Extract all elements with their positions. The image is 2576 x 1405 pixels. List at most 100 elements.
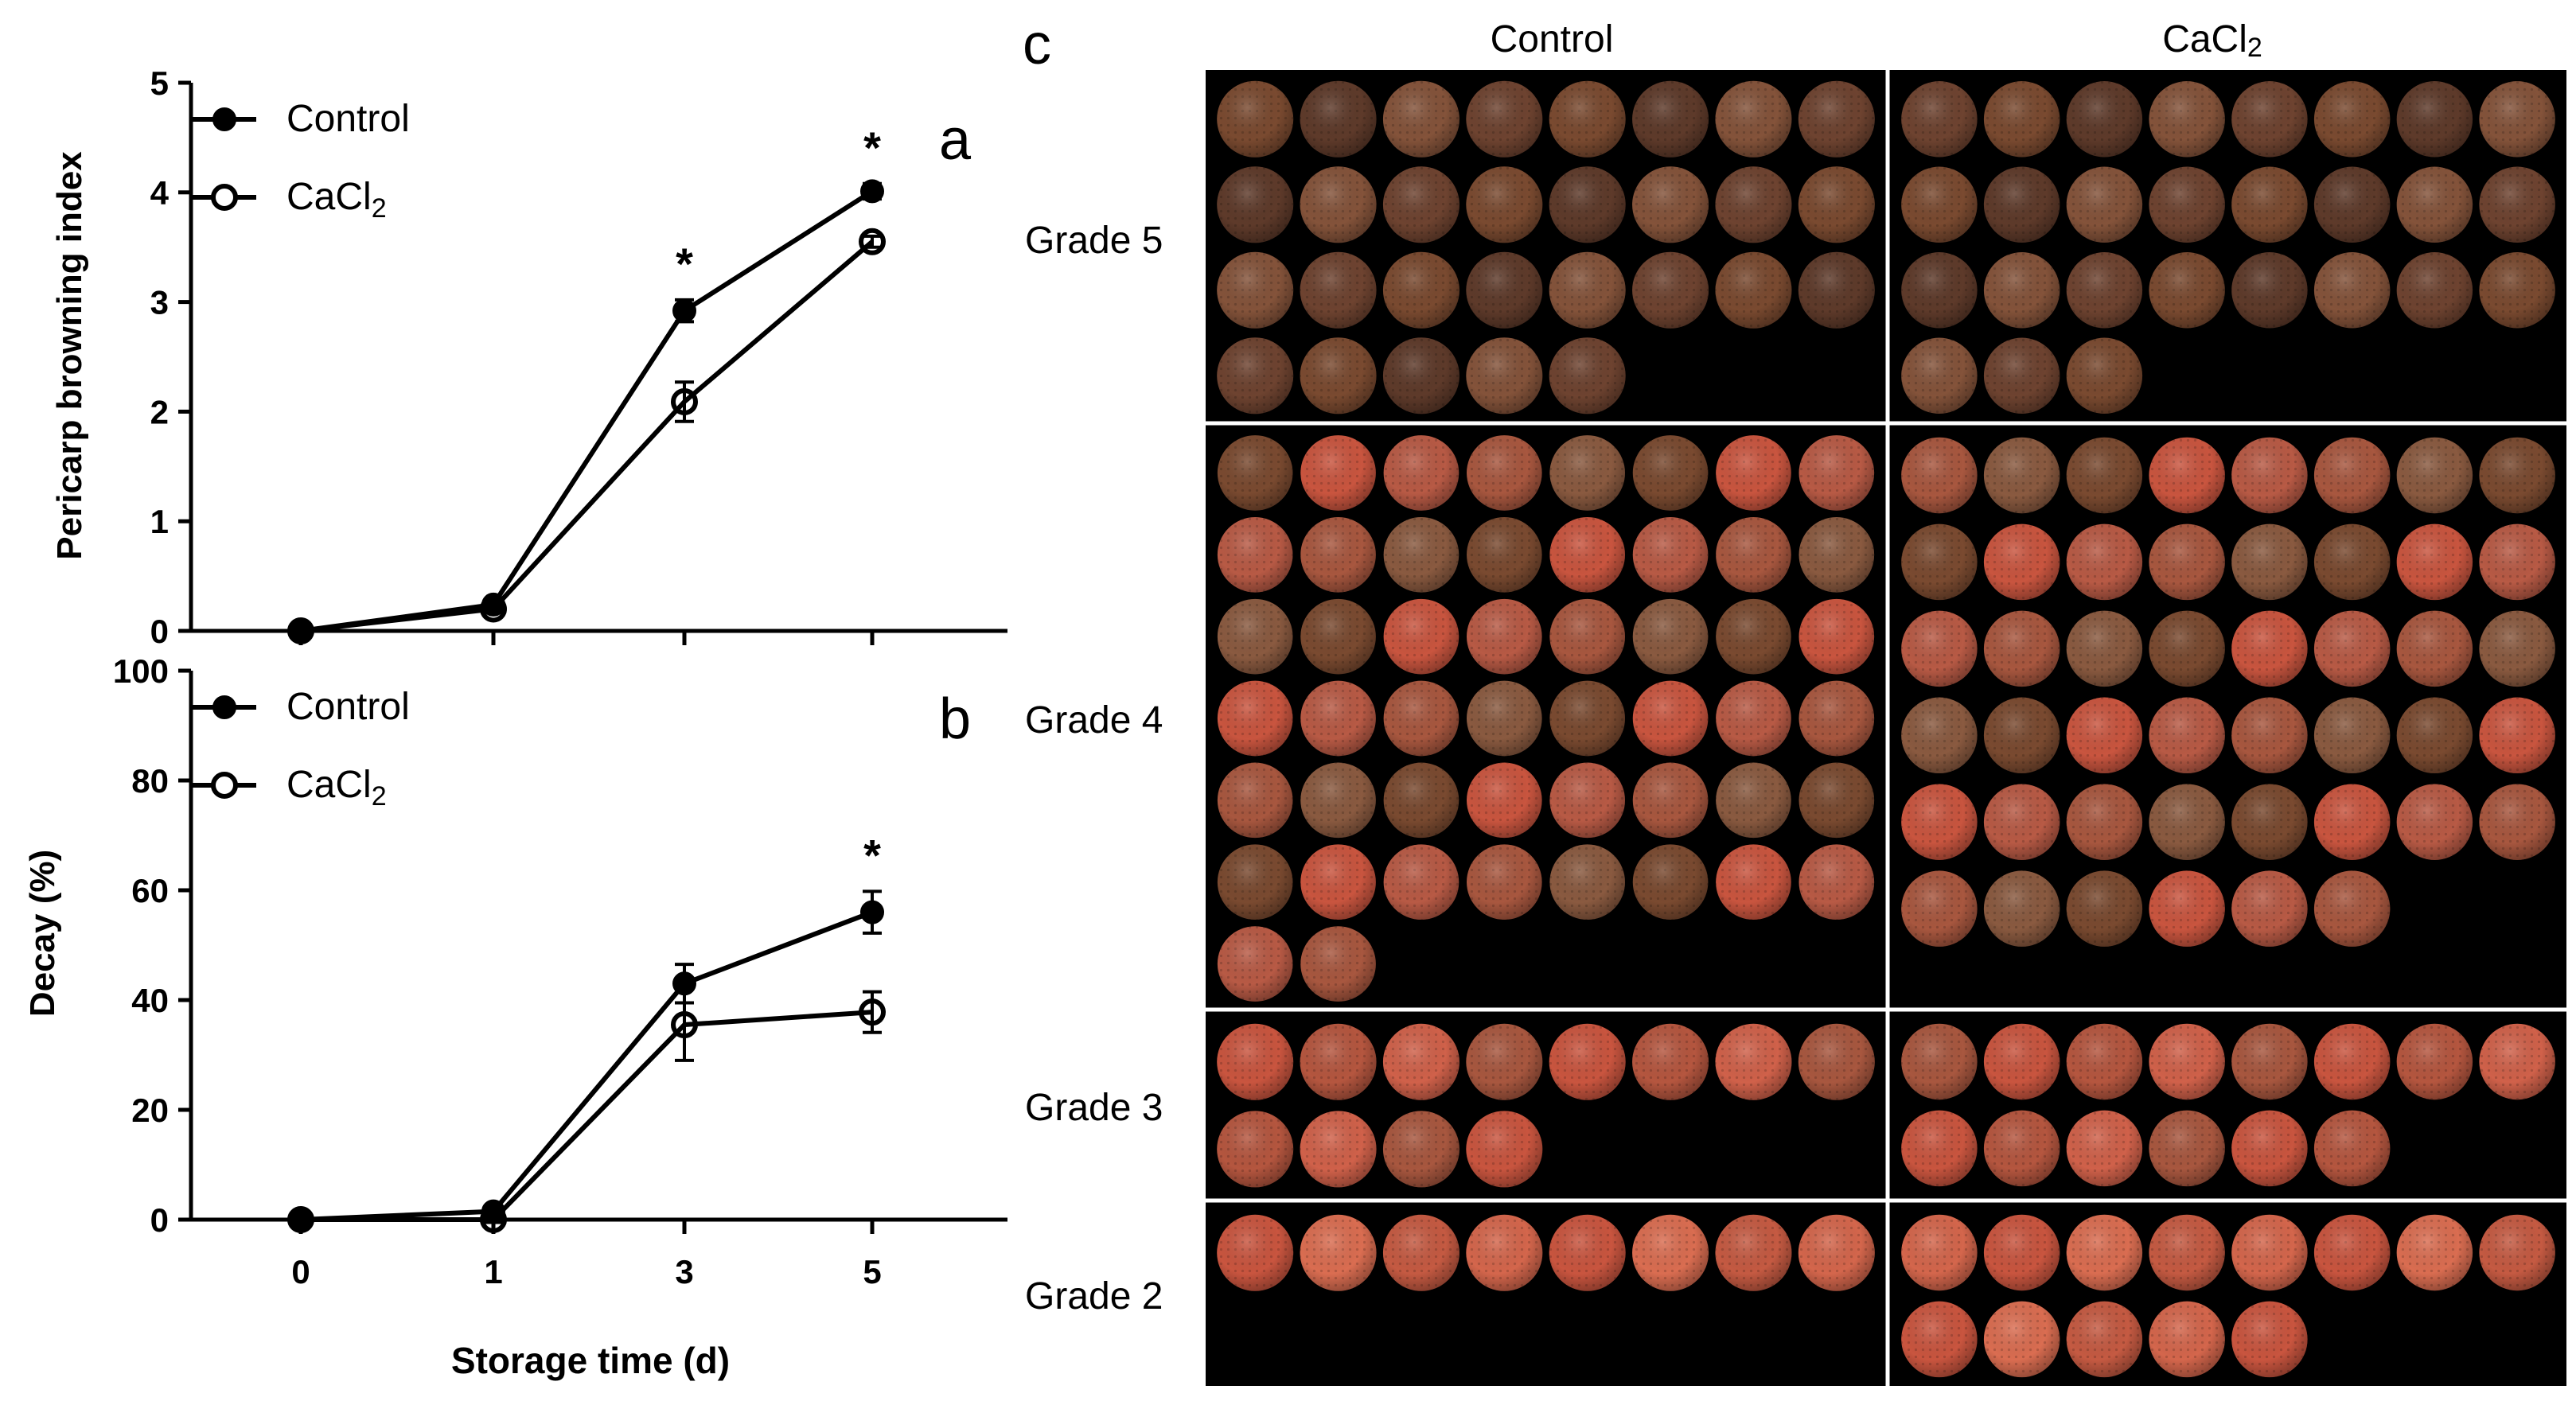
lychee-fruit-shading bbox=[1466, 166, 1543, 243]
panel-a-ytick-label: 4 bbox=[150, 174, 170, 212]
lychee-fruit-shading bbox=[1983, 1023, 2060, 1100]
lychee-fruit-shading bbox=[1300, 762, 1376, 839]
lychee-fruit-shading bbox=[1983, 870, 2060, 947]
panel-b-ylabel: Decay (%) bbox=[23, 850, 62, 1017]
lychee-fruit-shading bbox=[1300, 844, 1376, 920]
lychee-fruit-shading bbox=[1901, 870, 1978, 947]
lychee-fruit-shading bbox=[2396, 610, 2473, 687]
panel-b-ytick-label: 100 bbox=[113, 652, 169, 690]
lychee-fruit-shading bbox=[2149, 870, 2225, 947]
lychee-fruit-shading bbox=[1983, 1110, 2060, 1187]
lychee-fruit-shading bbox=[1549, 516, 1626, 593]
lychee-fruit-shading bbox=[1715, 80, 1792, 158]
lychee-fruit-shading bbox=[1549, 435, 1626, 511]
lychee-fruit-shading bbox=[2396, 1023, 2473, 1100]
lychee-fruit-shading bbox=[1300, 598, 1376, 675]
panel-c-column-cacl2-title: CaCl2 bbox=[2162, 18, 2262, 63]
panel-b-cacl2-point bbox=[671, 1011, 698, 1039]
panel-b-ytick-label: 0 bbox=[150, 1201, 169, 1239]
lychee-fruit-shading bbox=[1217, 598, 1293, 675]
lychee-fruit-shading bbox=[1382, 1111, 1459, 1188]
lychee-fruit-shading bbox=[1983, 1301, 2060, 1378]
lychee-fruit-shading bbox=[1799, 844, 1875, 920]
lychee-fruit-shading bbox=[1549, 166, 1626, 243]
lychee-fruit-shading bbox=[2231, 166, 2308, 243]
lychee-fruit-shading bbox=[1983, 1214, 2060, 1291]
lychee-fruit-shading bbox=[2149, 697, 2225, 774]
lychee-fruit-shading bbox=[1715, 166, 1792, 243]
lychee-fruit-shading bbox=[2231, 523, 2308, 601]
lychee-fruit-shading bbox=[1300, 337, 1377, 414]
panel-a-ylabel: Pericarp browning index bbox=[50, 151, 89, 560]
lychee-fruit-shading bbox=[2149, 1214, 2225, 1291]
panel-b-legend: Control CaCl2 bbox=[193, 686, 410, 811]
lychee-fruit-shading bbox=[2066, 81, 2143, 158]
lychee-fruit-shading bbox=[1716, 516, 1791, 593]
lychee-fruit-shading bbox=[1799, 762, 1875, 839]
lychee-fruit-shading bbox=[1983, 784, 2060, 860]
lychee-fruit-shading bbox=[2066, 437, 2143, 514]
lychee-fruit-shading bbox=[1549, 80, 1626, 158]
panel-a-cacl2-point bbox=[480, 595, 507, 623]
lychee-fruit-shading bbox=[2231, 1110, 2308, 1187]
lychee-fruit-shading bbox=[2066, 784, 2143, 860]
panel-b-legend-cacl2-label: CaCl2 bbox=[286, 764, 387, 811]
lychee-fruit-shading bbox=[1632, 166, 1709, 243]
panel-a-cacl2-point bbox=[671, 387, 698, 415]
lychee-fruit-shading bbox=[2231, 252, 2308, 329]
panel-a-control-point bbox=[860, 179, 884, 204]
lychee-fruit-shading bbox=[1382, 1214, 1459, 1291]
panel-b-cacl2-point bbox=[287, 1206, 314, 1233]
lychee-fruit-shading bbox=[1632, 251, 1709, 329]
panel-b-xtick-label: 5 bbox=[863, 1253, 881, 1290]
lychee-fruit-shading bbox=[2396, 81, 2473, 158]
lychee-fruit-shading bbox=[1901, 166, 1978, 243]
lychee-fruit-shading bbox=[2479, 784, 2555, 860]
lychee-fruit-shading bbox=[1300, 680, 1376, 757]
lychee-fruit-shading bbox=[2066, 1301, 2143, 1378]
lychee-fruit-shading bbox=[1466, 516, 1542, 593]
panel-a-cacl2-point bbox=[287, 617, 314, 644]
lychee-fruit-shading bbox=[2313, 252, 2391, 329]
lychee-fruit-shading bbox=[1466, 337, 1543, 414]
lychee-fruit-shading bbox=[2149, 1110, 2225, 1187]
panel-a-ytick-label: 2 bbox=[150, 393, 169, 430]
panel-b-cacl2-point bbox=[480, 1206, 507, 1233]
lychee-fruit-shading bbox=[1632, 762, 1709, 839]
panel-a-legend-cacl2-marker bbox=[211, 184, 238, 211]
lychee-fruit-shading bbox=[1715, 1023, 1792, 1100]
panel-c-label: c bbox=[1023, 13, 1051, 76]
lychee-fruit-shading bbox=[1300, 926, 1376, 1002]
panel-a-legend-cacl2-subscript: 2 bbox=[372, 193, 387, 224]
lychee-fruit-shading bbox=[1798, 251, 1875, 329]
panel-b-control-point bbox=[860, 900, 884, 924]
lychee-fruit-shading bbox=[2396, 784, 2473, 860]
lychee-fruit-shading bbox=[2149, 784, 2225, 860]
lychee-fruit-shading bbox=[2313, 437, 2391, 514]
lychee-fruit-shading bbox=[1300, 435, 1376, 511]
lychee-fruit-shading bbox=[1983, 252, 2060, 329]
lychee-fruit-shading bbox=[1983, 437, 2060, 514]
lychee-fruit-shading bbox=[1715, 1214, 1792, 1291]
lychee-fruit-shading bbox=[2313, 697, 2391, 774]
lychee-fruit-shading bbox=[2396, 252, 2473, 329]
lychee-fruit-shading bbox=[1901, 437, 1978, 514]
lychee-fruit-shading bbox=[2231, 437, 2308, 514]
lychee-fruit-shading bbox=[1632, 598, 1709, 675]
lychee-fruit-shading bbox=[1300, 251, 1377, 329]
lychee-fruit-shading bbox=[1549, 680, 1626, 757]
lychee-fruit-shading bbox=[1549, 1214, 1626, 1291]
lychee-fruit-shading bbox=[1983, 523, 2060, 601]
lychee-fruit-shading bbox=[2066, 523, 2143, 601]
panel-a-legend-control-label: Control bbox=[286, 98, 410, 140]
panel-a-significance-marker: * bbox=[863, 123, 881, 173]
lychee-fruit-shading bbox=[2066, 166, 2143, 243]
panel-a-label: a bbox=[939, 108, 972, 172]
lychee-fruit-shading bbox=[2396, 523, 2473, 601]
lychee-fruit-shading bbox=[2149, 1301, 2225, 1378]
lychee-fruit-shading bbox=[1901, 697, 1978, 774]
lychee-fruit-shading bbox=[1799, 598, 1875, 675]
lychee-fruit-shading bbox=[1901, 610, 1978, 687]
lychee-fruit-shading bbox=[1466, 435, 1542, 511]
